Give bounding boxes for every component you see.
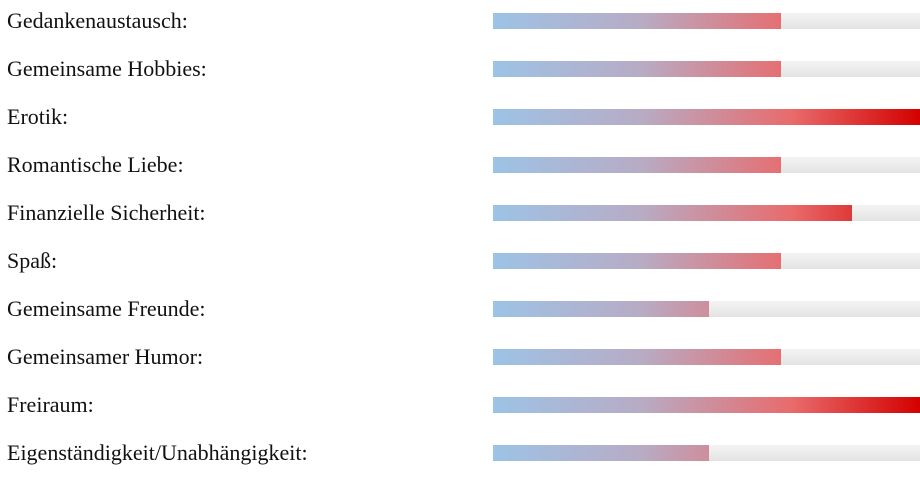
rating-row-eigenstaendigkeit: Eigenständigkeit/Unabhängigkeit: <box>0 432 920 480</box>
rating-label: Gemeinsame Hobbies: <box>7 56 207 81</box>
rating-row-finanzielle-sicherheit: Finanzielle Sicherheit: <box>0 192 920 240</box>
rating-bar-fill <box>493 61 782 77</box>
rating-bar <box>493 109 920 125</box>
rating-label: Erotik: <box>7 104 69 129</box>
rating-label: Spaß: <box>7 248 58 273</box>
rating-row-gemeinsame-freunde: Gemeinsame Freunde: <box>0 288 920 336</box>
rating-bar-fill <box>493 205 852 221</box>
rating-bar <box>493 445 920 461</box>
rating-bar-fill <box>493 349 782 365</box>
rating-row-gedankenaustausch: Gedankenaustausch: <box>0 0 920 48</box>
rating-bar <box>493 61 920 77</box>
rating-bar-fill <box>493 13 782 29</box>
rating-label: Gemeinsamer Humor: <box>7 344 204 369</box>
rating-bar-fill <box>493 397 920 413</box>
rating-bar <box>493 301 920 317</box>
rating-label: Finanzielle Sicherheit: <box>7 200 206 225</box>
rating-row-erotik: Erotik: <box>0 96 920 144</box>
rating-bar-fill <box>493 157 782 173</box>
rating-label: Eigenständigkeit/Unabhängigkeit: <box>7 440 308 465</box>
rating-bar-fill <box>493 301 709 317</box>
rating-bar <box>493 397 920 413</box>
rating-label: Gedankenaustausch: <box>7 8 188 33</box>
rating-bar-fill <box>493 445 709 461</box>
rating-list: Gedankenaustausch: Gemeinsame Hobbies: E… <box>0 0 920 465</box>
rating-label: Gemeinsame Freunde: <box>7 296 206 321</box>
rating-bar-fill <box>493 109 920 125</box>
rating-bar <box>493 205 920 221</box>
rating-bar <box>493 13 920 29</box>
rating-row-gemeinsame-hobbies: Gemeinsame Hobbies: <box>0 48 920 96</box>
rating-bar <box>493 157 920 173</box>
rating-row-gemeinsamer-humor: Gemeinsamer Humor: <box>0 336 920 384</box>
rating-bar-fill <box>493 253 782 269</box>
rating-row-romantische-liebe: Romantische Liebe: <box>0 144 920 192</box>
rating-bar <box>493 253 920 269</box>
rating-bar <box>493 349 920 365</box>
rating-row-freiraum: Freiraum: <box>0 384 920 432</box>
rating-label: Freiraum: <box>7 392 94 417</box>
rating-row-spass: Spaß: <box>0 240 920 288</box>
rating-label: Romantische Liebe: <box>7 152 184 177</box>
